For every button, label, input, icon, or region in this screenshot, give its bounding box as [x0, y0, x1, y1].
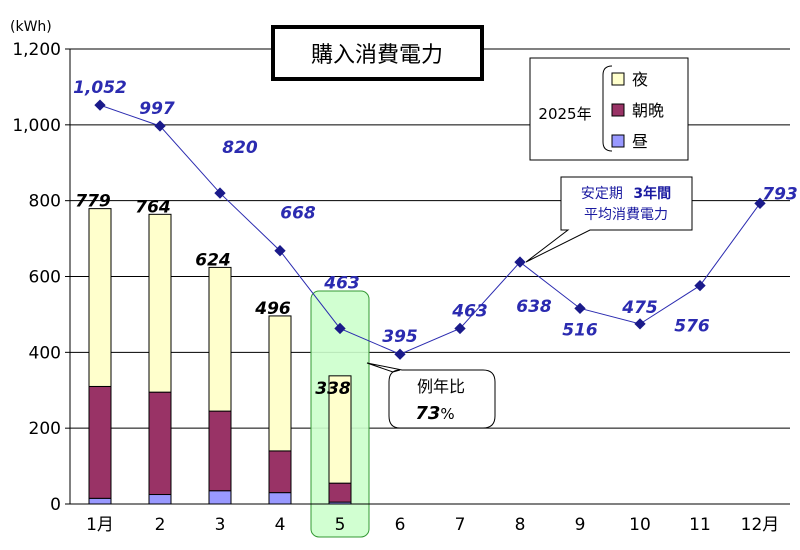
callout-stable-label: 安定期 — [581, 186, 623, 202]
bar-朝晩-5 — [328, 482, 352, 503]
y-tick-label: 0 — [50, 495, 61, 515]
axes: 0 200 400 600 800 1,000 1,200 1月 2 3 4 5 6 7 8 9 10 11 12月 — [12, 40, 790, 535]
line-data-label: 576 — [674, 317, 710, 337]
title-box: 購入消費電力 — [271, 25, 484, 81]
legend-label: 朝晩 — [632, 101, 664, 120]
bar-昼-4 — [268, 492, 292, 505]
ratio-percent: % — [440, 405, 454, 423]
line-data-label: 793 — [762, 184, 798, 204]
bar-昼-3 — [208, 490, 232, 505]
bar-夜-5 — [328, 375, 352, 484]
x-tick-label: 4 — [275, 515, 286, 535]
bar-朝晩-2 — [148, 391, 172, 496]
line-data-label: 463 — [451, 301, 488, 321]
ratio-label: 例年比 — [417, 377, 465, 396]
line-marker — [574, 302, 586, 315]
y-unit-label: (kWh) — [10, 19, 52, 35]
line-marker — [94, 99, 106, 111]
y-tick-label: 400 — [29, 343, 61, 363]
svg-text:安定期 3年間: 安定期 3年間 — [581, 185, 671, 202]
legend-label: 昼 — [632, 132, 648, 151]
legend-label: 夜 — [632, 70, 648, 89]
x-tick-label: 12月 — [741, 515, 780, 535]
legend-swatch-夜 — [611, 72, 625, 86]
svg-text:73%: 73% — [415, 403, 454, 424]
data-labels: 1,052 997 820 668 463 395 463 638 516 475 576 793 77… — [73, 78, 798, 399]
line-marker — [334, 322, 346, 335]
y-tick-label: 1,200 — [12, 40, 61, 60]
line-marker — [454, 322, 466, 335]
line-data-label: 638 — [516, 297, 552, 317]
y-tick-label: 800 — [29, 192, 61, 212]
bar-夜-2 — [148, 213, 172, 393]
y-tick-label: 600 — [29, 268, 61, 288]
bar-夜-3 — [208, 266, 232, 412]
bar-朝晩-1月 — [88, 385, 112, 499]
bar-昼-1月 — [88, 497, 112, 505]
line-marker — [394, 348, 406, 360]
x-tick-label: 11 — [689, 515, 711, 535]
y-tick-label: 1,000 — [12, 116, 61, 136]
bar-夜-4 — [268, 315, 292, 452]
ratio-callout: 例年比 73% — [366, 362, 496, 429]
line-marker — [694, 279, 706, 292]
x-tick-label: 3 — [215, 515, 226, 535]
line-path — [99, 104, 761, 355]
callout-years-label: 3年間 — [633, 185, 671, 202]
legend-title: 2025年 — [538, 105, 591, 123]
line-data-label: 820 — [222, 138, 258, 158]
x-tick-label: 2 — [155, 515, 166, 535]
chart-title: 購入消費電力 — [311, 43, 443, 68]
bar-朝晩-3 — [208, 410, 232, 492]
line-data-label: 475 — [621, 298, 658, 318]
line-data-label: 395 — [382, 327, 418, 347]
bar-昼-2 — [148, 494, 172, 505]
x-tick-label: 9 — [575, 515, 586, 535]
x-tick-label: 7 — [455, 515, 466, 535]
legend-swatch-昼 — [611, 134, 625, 148]
line-data-label: 997 — [139, 99, 175, 119]
bars — [88, 208, 352, 505]
bar-total-label: 779 — [75, 192, 111, 212]
line-marker — [754, 197, 766, 209]
bar-total-label: 764 — [135, 197, 171, 217]
x-tick-label: 6 — [395, 515, 406, 535]
ratio-value: 73 — [415, 403, 440, 424]
x-tick-label: 10 — [629, 515, 651, 535]
line-data-label: 463 — [323, 273, 360, 293]
line-data-label: 1,052 — [73, 78, 127, 98]
bar-total-label: 496 — [254, 299, 291, 319]
line-data-label: 668 — [280, 204, 316, 224]
bar-朝晩-4 — [268, 450, 292, 494]
line-marker — [634, 318, 646, 330]
line-marker — [214, 187, 226, 199]
line-marker — [514, 256, 526, 268]
bar-夜-1月 — [88, 208, 112, 387]
x-tick-label: 1月 — [86, 515, 114, 535]
average-callout: 安定期 3年間 平均消費電力 — [525, 176, 693, 263]
line-marker — [274, 245, 286, 257]
bar-total-label: 338 — [315, 379, 351, 399]
callout-average-label: 平均消費電力 — [584, 207, 668, 223]
x-tick-label: 5 — [335, 515, 346, 535]
x-tick-label: 8 — [515, 515, 526, 535]
legend-swatch-朝晩 — [611, 103, 625, 117]
y-tick-label: 200 — [29, 419, 61, 439]
bar-total-label: 624 — [195, 250, 231, 270]
line-data-label: 516 — [562, 320, 598, 340]
